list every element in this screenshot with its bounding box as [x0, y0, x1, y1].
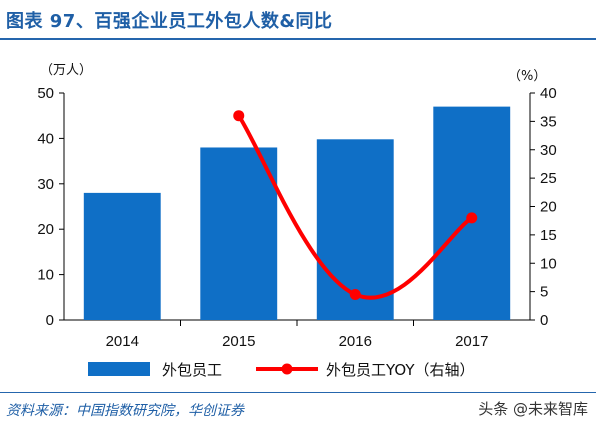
yoy-point — [349, 288, 361, 300]
x-tick-label: 2016 — [339, 333, 372, 350]
legend-bar-label: 外包员工 — [162, 361, 222, 379]
source-divider — [0, 392, 596, 393]
legend-line-marker — [281, 363, 293, 375]
chart-area: 0 10 20 30 40 50 0 5 10 15 20 25 30 35 40 （万人） （%） 2014 20… — [37, 63, 557, 379]
yoy-point — [233, 110, 245, 122]
y-right-tick-label: 30 — [540, 142, 557, 159]
y-left-tick-label: 10 — [37, 267, 54, 284]
title-divider — [0, 38, 596, 40]
x-tick-label: 2015 — [222, 333, 255, 350]
y-left-unit: （万人） — [40, 63, 92, 78]
y-right-tick-label: 5 — [540, 284, 548, 301]
y-right-tick-label: 15 — [540, 227, 557, 244]
y-right-unit: （%） — [508, 69, 546, 84]
bar-2014 — [83, 192, 161, 320]
y-right-tick-label: 40 — [540, 85, 557, 102]
x-tick-label: 2014 — [106, 333, 139, 350]
source-note: 资料来源：中国指数研究院，华创证券 — [6, 403, 244, 419]
title-bar: 图表 97、百强企业员工外包人数&同比 — [0, 0, 596, 38]
y-right-tick-label: 25 — [540, 170, 557, 187]
x-tick-label: 2017 — [455, 333, 488, 350]
y-left-tick-label: 0 — [46, 312, 54, 329]
y-left-tick-label: 20 — [37, 221, 54, 238]
y-left-tick-label: 30 — [37, 176, 54, 193]
y-right-tick-label: 20 — [540, 199, 557, 216]
chart-title: 图表 97、百强企业员工外包人数&同比 — [6, 11, 333, 32]
legend-bar-swatch — [88, 362, 150, 376]
legend-line-label: 外包员工YOY（右轴） — [326, 361, 475, 379]
bar-2015 — [200, 147, 278, 320]
y-right-tick-label: 10 — [540, 255, 557, 272]
yoy-point — [466, 212, 478, 224]
watermark: 头条 @未来智库 — [478, 400, 588, 418]
y-left-tick-label: 50 — [37, 85, 54, 102]
y-left-tick-label: 40 — [37, 130, 54, 147]
y-right-tick-label: 35 — [540, 113, 557, 130]
y-right-tick-label: 0 — [540, 312, 548, 329]
